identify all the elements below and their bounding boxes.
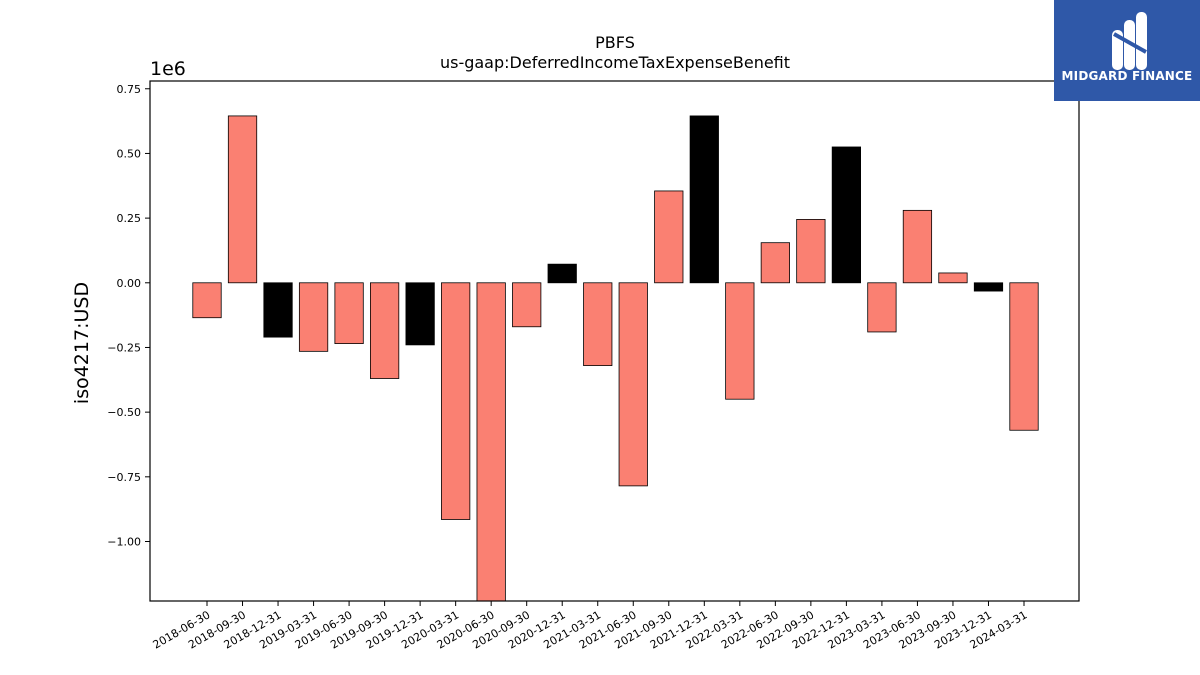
bar-2022-06-30 bbox=[760, 242, 790, 284]
bar-2020-09-30 bbox=[512, 282, 542, 328]
y-tick-label: 0.50 bbox=[117, 147, 142, 160]
bar-2019-03-31 bbox=[298, 282, 329, 352]
bar-2019-09-30 bbox=[369, 282, 400, 379]
bar-2021-09-30 bbox=[654, 190, 684, 284]
chart-title: PBFS bbox=[595, 33, 635, 52]
y-tick-label: −1.00 bbox=[107, 535, 141, 548]
bar-2024-03-31 bbox=[1009, 282, 1039, 431]
bar-2018-06-30 bbox=[192, 282, 222, 319]
bar-2022-12-31 bbox=[831, 146, 862, 284]
y-tick-label: 0.75 bbox=[117, 83, 142, 96]
y-ticks-group: −1.00 −0.75 −0.50 −0.25 0.00 0.25 0.50 0.75 bbox=[107, 83, 150, 548]
midgard-logo-icon bbox=[1112, 12, 1147, 70]
bars-group bbox=[192, 115, 1039, 602]
bar-2019-06-30 bbox=[334, 282, 364, 344]
brand-logo-text: MIDGARD FINANCE bbox=[1061, 69, 1193, 83]
bar-2020-06-30 bbox=[476, 282, 506, 602]
y-offset-label: 1e6 bbox=[150, 58, 186, 80]
bar-2021-03-31 bbox=[583, 282, 613, 366]
bar-2018-12-31 bbox=[263, 282, 293, 338]
brand-logo: MIDGARD FINANCE bbox=[1054, 0, 1200, 101]
plot-frame bbox=[149, 80, 1080, 602]
bar-2021-12-31 bbox=[689, 115, 719, 284]
bar-2023-06-30 bbox=[902, 209, 933, 284]
x-ticks-group: 2018-06-302018-09-302018-12-312019-03-31… bbox=[151, 601, 1030, 652]
bar-2022-03-31 bbox=[725, 282, 755, 400]
bar-2023-12-31 bbox=[973, 282, 1004, 292]
y-tick-label: −0.25 bbox=[107, 341, 141, 354]
bar-2020-03-31 bbox=[441, 282, 471, 520]
bar-2023-09-30 bbox=[938, 272, 968, 284]
y-tick-label: −0.75 bbox=[107, 471, 141, 484]
y-tick-label: 0.25 bbox=[117, 212, 142, 225]
y-tick-label: −0.50 bbox=[107, 406, 141, 419]
bar-2018-09-30 bbox=[227, 115, 258, 284]
bar-2021-06-30 bbox=[618, 282, 648, 487]
y-axis-label: iso4217:USD bbox=[71, 282, 93, 404]
bar-2019-12-31 bbox=[405, 282, 435, 346]
chart-subtitle: us-gaap:DeferredIncomeTaxExpenseBenefit bbox=[440, 53, 790, 72]
bar-2022-09-30 bbox=[796, 219, 826, 284]
bar-2023-03-31 bbox=[867, 282, 897, 333]
bar-2020-12-31 bbox=[547, 263, 577, 284]
y-tick-label: 0.00 bbox=[117, 277, 142, 290]
